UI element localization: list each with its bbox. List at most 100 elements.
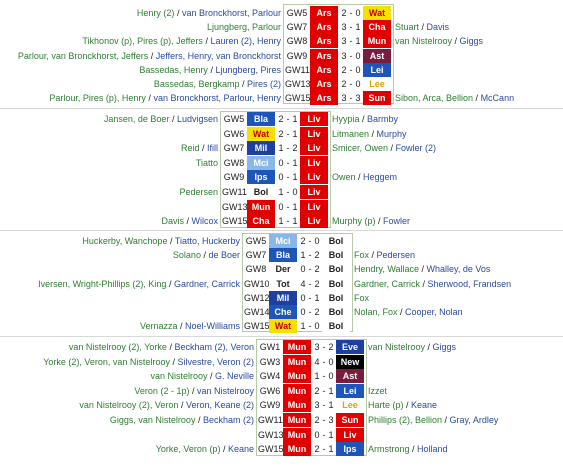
score-dash: - <box>308 292 312 303</box>
score-dash: - <box>322 444 326 455</box>
score-dash: - <box>322 356 326 367</box>
gameweek-label: GW13 <box>222 201 248 212</box>
scorer-separator: / <box>202 36 211 47</box>
scorer-separator: / <box>359 114 368 124</box>
away-score: 2 <box>314 264 320 275</box>
away-score: 0 <box>328 371 334 382</box>
scorer-separator: / <box>409 444 418 455</box>
away-scorers: Owen / Heggem <box>332 170 397 184</box>
scorer-separator: / <box>177 321 185 332</box>
away-score: 1 <box>314 292 320 303</box>
away-goal-scorers: Hyypia <box>332 114 360 124</box>
away-goal-scorers: Murphy (p) <box>332 216 376 227</box>
away-scorers: Izzet <box>368 384 387 398</box>
away-assist-makers: Cooper, Nolan <box>405 307 463 317</box>
home-goal-scorers: Reid <box>180 143 200 154</box>
home-goal-scorers: van Nistelrooy <box>150 371 208 382</box>
away-assist-makers: Fowler (2) <box>395 143 437 154</box>
away-team-badge: Liv <box>300 141 328 156</box>
home-team-badge: Ars <box>310 91 338 106</box>
away-team-badge: Liv <box>300 214 328 229</box>
home-scorers: Yorke, Veron (p) / Keane <box>156 442 254 456</box>
away-team-badge: Liv <box>300 112 328 126</box>
home-assist-makers: Beckham (2), Veron <box>174 342 254 352</box>
home-assist-makers: Keane <box>227 444 254 455</box>
away-assist-makers: Sherwood, Frandsen <box>427 278 512 289</box>
home-score: 4 <box>314 356 320 367</box>
away-team-badge: Wat <box>363 6 391 20</box>
gameweek-label: GW12 <box>244 292 270 303</box>
scorer-separator: / <box>419 22 427 33</box>
away-goal-scorers: Phillips (2), Bellion <box>368 415 443 425</box>
away-scorers: Hyypia / Barmby <box>332 112 398 126</box>
home-team-badge: Wat <box>269 319 297 334</box>
home-score: 2 <box>278 114 284 124</box>
away-goal-scorers: Litmanen <box>332 128 370 139</box>
away-goal-scorers: Armstrong <box>368 444 410 455</box>
away-team-badge: Bol <box>322 276 350 291</box>
scorer-separator: / <box>199 143 207 154</box>
home-score: 0 <box>278 172 284 183</box>
away-score: 0 <box>328 356 334 367</box>
fixture-row: Bassedas, Bergkamp / Pires (2) GW13 Ars 2-0… <box>0 77 563 91</box>
home-assist-makers: Ludvigsen <box>176 114 218 124</box>
away-goal-scorers: Fox <box>354 292 370 303</box>
home-score: 2 <box>300 236 306 246</box>
score-dash: - <box>308 278 312 289</box>
scorer-separator: / <box>145 93 154 104</box>
away-scorers: Nolan, Fox / Cooper, Nolan <box>354 305 463 319</box>
home-score: 2 <box>278 128 284 139</box>
gameweek-label: GW8 <box>245 264 267 275</box>
home-score: 4 <box>300 278 306 289</box>
home-scorers: van Nistelrooy / G. Neville <box>150 369 254 383</box>
score-dash: - <box>322 385 326 396</box>
away-score: 1 <box>292 172 298 183</box>
away-goal-scorers: Fox <box>354 250 370 261</box>
scorer-separator: / <box>369 128 377 139</box>
home-team-badge: Ars <box>310 48 338 63</box>
home-goal-scorers: Solano <box>172 250 201 261</box>
gameweek-label: GW7 <box>286 22 308 33</box>
away-team-badge: Liv <box>300 199 328 214</box>
home-team-badge: Mun <box>283 340 311 354</box>
gameweek-label: GW13 <box>258 429 284 440</box>
away-score: 1 <box>292 114 298 124</box>
score-dash: - <box>349 79 353 89</box>
home-goal-scorers: Parlour, van Bronckhorst, Jeffers <box>17 50 149 61</box>
home-assist-makers: Ifill <box>207 143 218 154</box>
score-dash: - <box>349 22 353 33</box>
score-dash: - <box>286 216 290 227</box>
home-assist-makers: Noel-Williams <box>184 321 240 332</box>
away-assist-makers: Pedersen <box>376 250 416 261</box>
home-assist-makers: Pires (2) <box>246 79 281 89</box>
home-team-badge: Mun <box>247 199 275 214</box>
home-score: 2 <box>314 444 320 455</box>
away-team-badge: Bol <box>322 262 350 277</box>
home-scorers: Tiatto <box>196 156 218 170</box>
away-team-badge: Liv <box>300 185 328 199</box>
scorer-separator: / <box>169 356 178 367</box>
home-score: 0 <box>300 292 306 303</box>
scorer-separator: / <box>388 143 396 154</box>
away-goal-scorers: van Nistelrooy <box>395 36 453 47</box>
fixture-row: Iversen, Wright-Phillips (2), King / Gar… <box>0 276 563 291</box>
home-score: 3 <box>341 93 347 104</box>
score-dash: - <box>286 157 290 168</box>
away-assist-makers: Barmby <box>367 114 399 124</box>
away-assist-makers: Giggs <box>459 36 484 47</box>
fixture-row: Pedersen GW11 Bol 1-0 Liv <box>0 185 563 199</box>
away-score: 1 <box>328 429 334 440</box>
scorer-separator: / <box>355 172 364 183</box>
fixture-grid-frame <box>242 233 353 332</box>
gameweek-label: GW11 <box>258 415 283 425</box>
home-team-badge: Mun <box>283 369 311 384</box>
scorer-separator: / <box>189 385 197 396</box>
away-goal-scorers: Gardner, Carrick <box>354 278 421 289</box>
score-dash: - <box>349 8 353 18</box>
home-score: 2 <box>341 79 347 89</box>
gameweek-label: GW3 <box>259 356 281 367</box>
home-score: 1 <box>278 187 284 197</box>
home-goal-scorers: Tikhonov (p), Pires (p), Jeffers <box>82 36 203 47</box>
away-scorers: van Nistelrooy / Giggs <box>368 340 456 354</box>
manutd-results-table: van Nistelrooy (2), Yorke / Beckham (2),… <box>0 339 563 457</box>
